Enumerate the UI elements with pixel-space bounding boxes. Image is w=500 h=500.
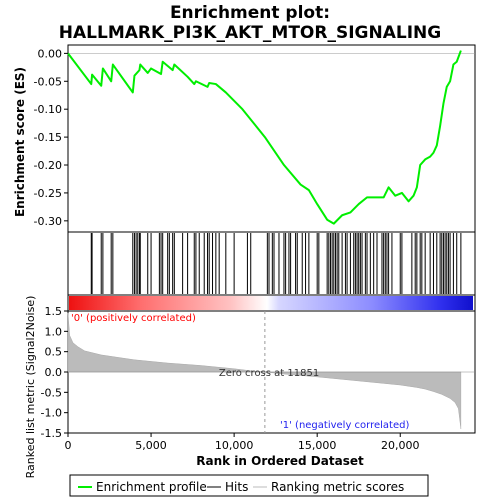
zero-cross-layer: Zero cross at 11851 [219, 311, 319, 433]
es-ytick-label: -0.25 [34, 187, 62, 200]
es-ytick-label: -0.05 [34, 75, 62, 88]
rank-colorbar [69, 296, 473, 310]
legend-enrichment-label: Enrichment profile [96, 480, 207, 494]
metric-ytick-label: 1.0 [45, 325, 63, 338]
xtick-label: 5,000 [135, 439, 167, 452]
chart-title-line1: Enrichment plot: [169, 3, 331, 23]
metric-ytick-label: 0.0 [45, 366, 63, 379]
es-ytick-label: -0.10 [34, 103, 62, 116]
hits-layer [90, 233, 462, 294]
xtick-label: 20,000 [381, 439, 420, 452]
metric-ytick-label: -1.5 [41, 427, 62, 440]
axis-layer: 0.00-0.05-0.10-0.15-0.20-0.25-0.301.51.0… [34, 47, 420, 452]
metric-ytick-label: 1.5 [45, 305, 63, 318]
es-ytick-label: -0.30 [34, 215, 62, 228]
metric-ytick-label: -0.5 [41, 386, 62, 399]
metric-ytick-label: -1.0 [41, 407, 62, 420]
es-ytick-label: 0.00 [38, 47, 63, 60]
es-ytick-label: -0.20 [34, 159, 62, 172]
metric-fill-layer [67, 313, 475, 429]
chart-title-line2: HALLMARK_PI3K_AKT_MTOR_SIGNALING [58, 23, 442, 43]
xtick-label: 0 [65, 439, 72, 452]
ranking-metric-area [67, 313, 462, 429]
zero-cross-label: Zero cross at 11851 [219, 368, 319, 379]
legend-hits-label: Hits [225, 480, 248, 494]
negative-correlation-label: '1' (negatively correlated) [280, 420, 409, 431]
es-panel-frame [67, 44, 476, 233]
es-ytick-label: -0.15 [34, 131, 62, 144]
metric-ytick-label: 0.5 [45, 346, 63, 359]
legend-box [69, 474, 429, 497]
legend-metric-label: Ranking metric scores [271, 480, 404, 494]
positive-correlation-label: '0' (positively correlated) [71, 313, 196, 324]
es-layer [67, 50, 475, 225]
metric-axis-label: Ranked list metric (Signal2Noise) [24, 296, 37, 479]
hits-panel-frame [67, 231, 476, 296]
x-axis-label: Rank in Ordered Dataset [196, 454, 364, 468]
es-axis-label: Enrichment score (ES) [13, 67, 27, 217]
enrichment-profile-line [67, 50, 462, 225]
xtick-label: 15,000 [298, 439, 337, 452]
xtick-label: 10,000 [215, 439, 254, 452]
